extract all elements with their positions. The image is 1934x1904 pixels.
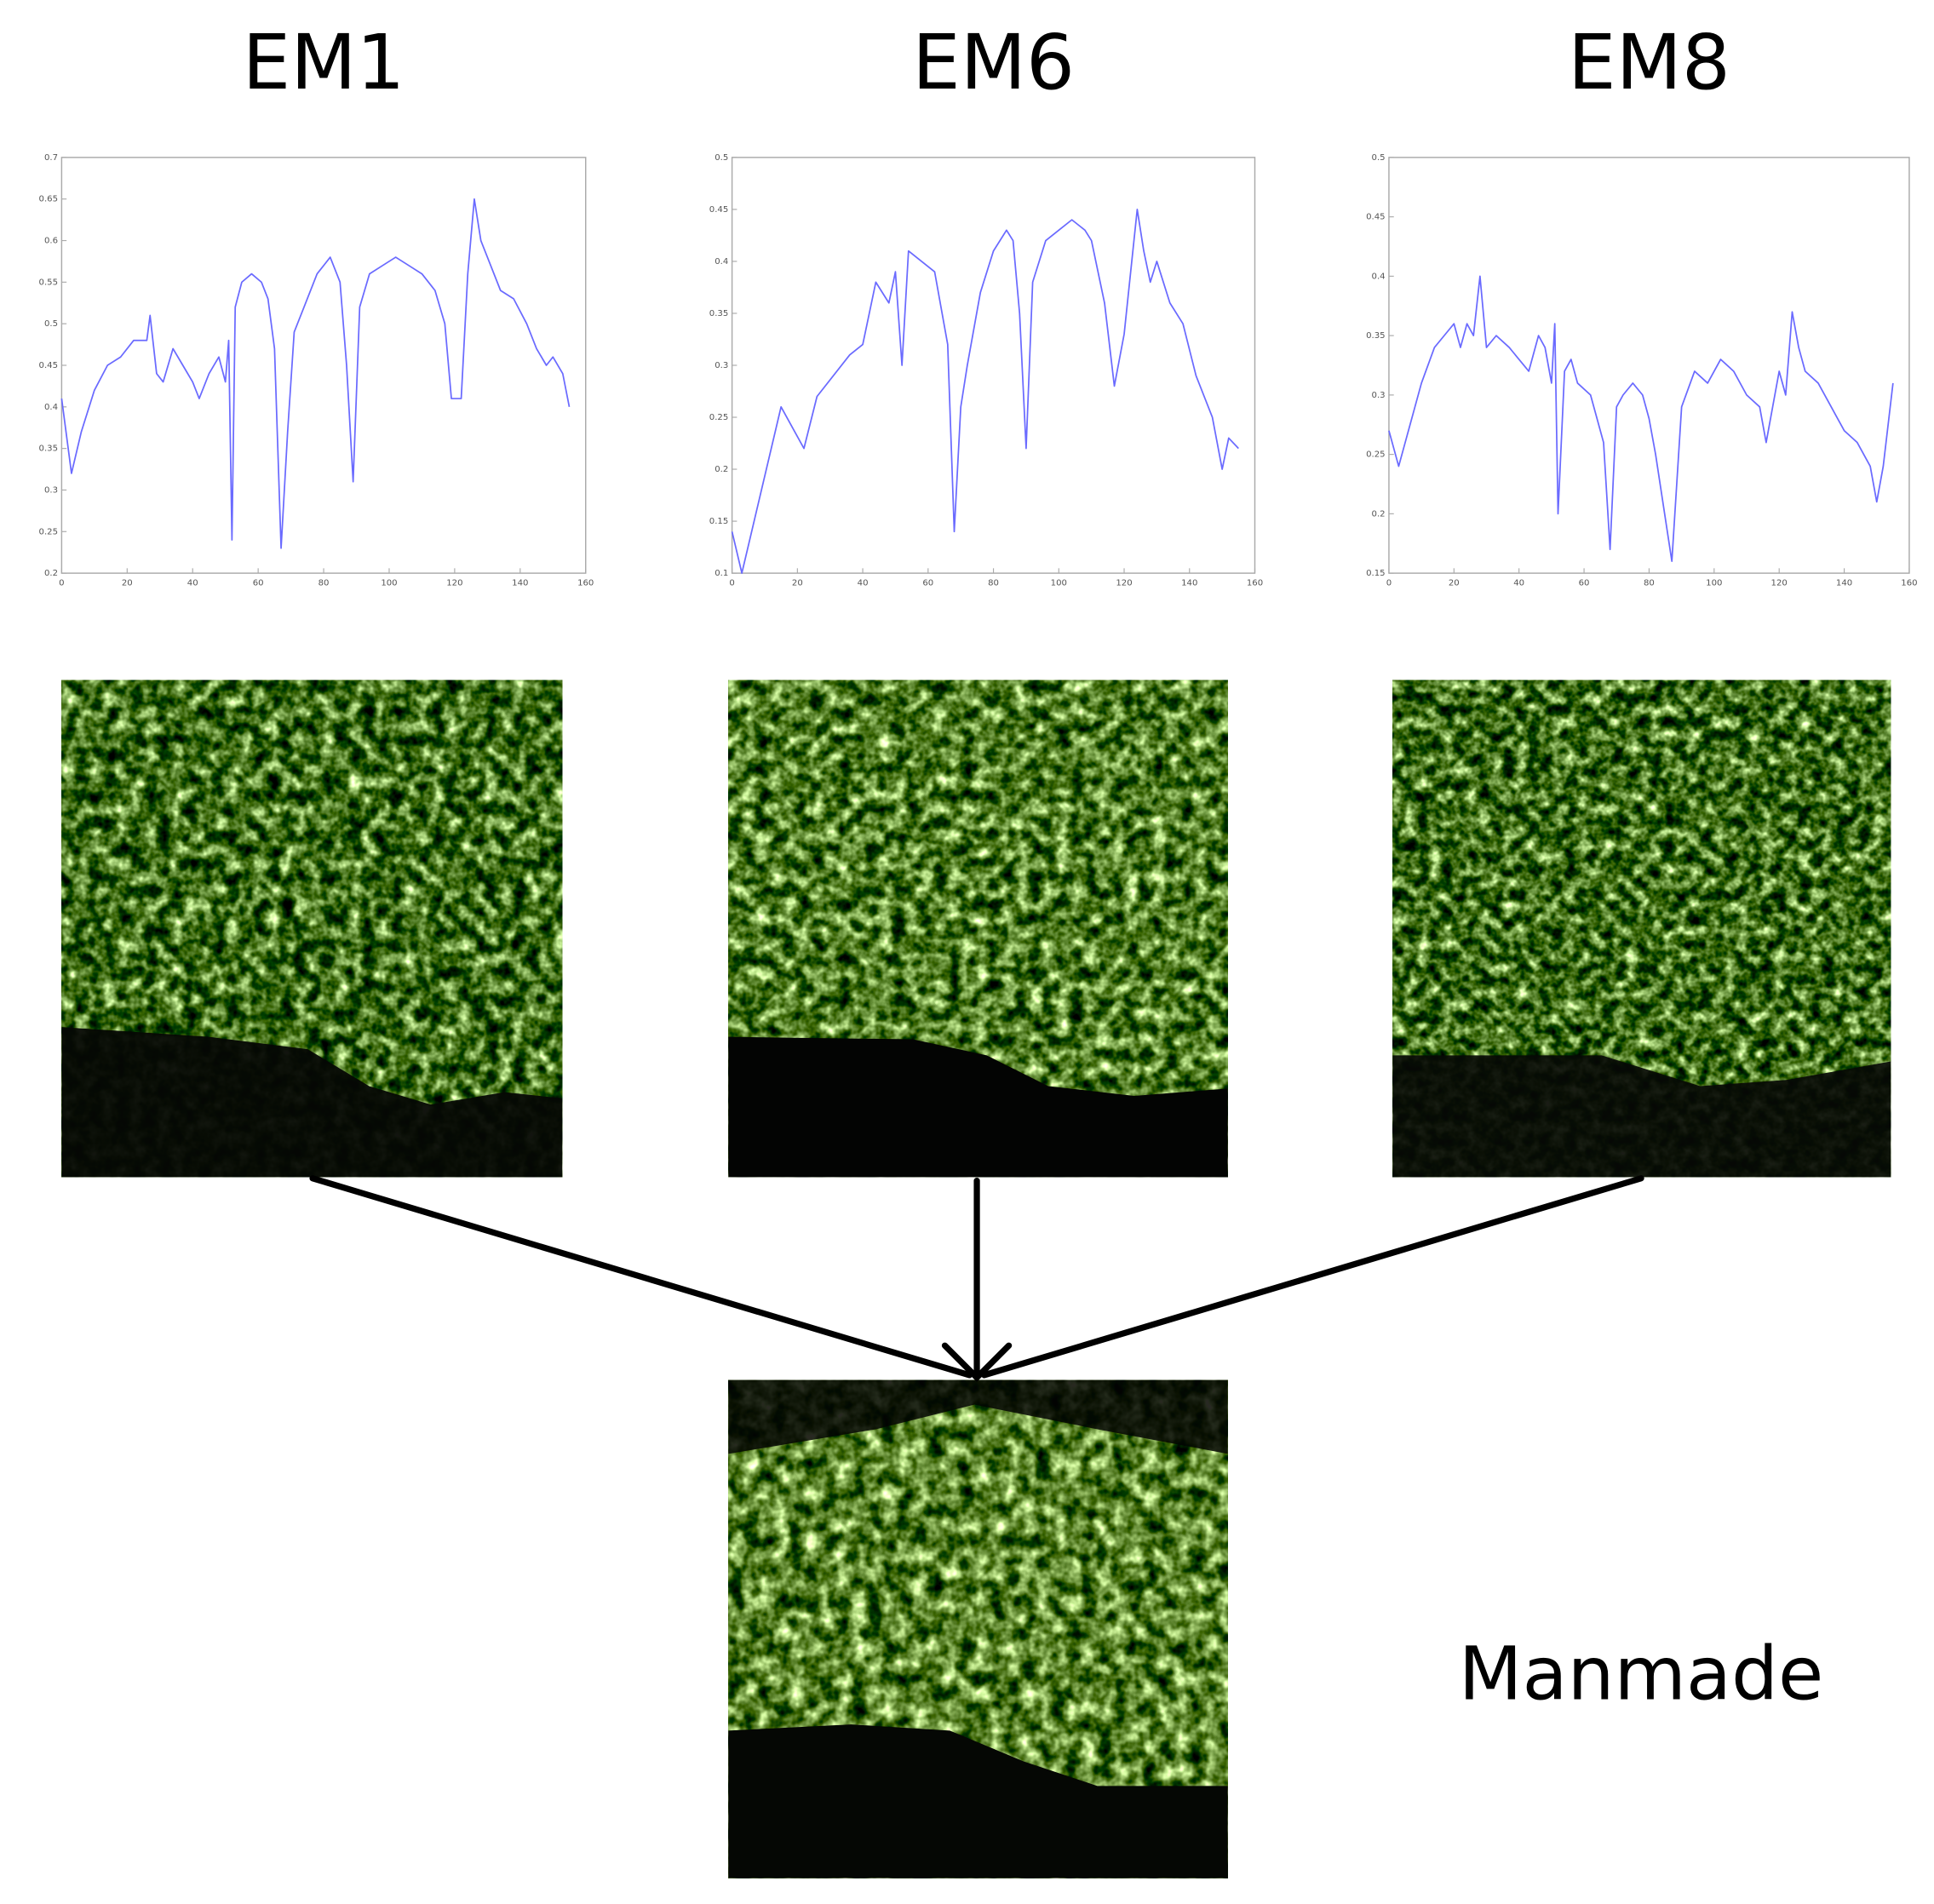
plot-frame [1388,157,1910,574]
arrowhead [941,1342,1013,1382]
x-tick-label: 60 [253,579,264,588]
y-tick-label: 0.4 [714,257,728,267]
arrow [981,1175,1644,1379]
y-tick-label: 0.3 [714,361,728,370]
x-tick-label: 20 [1449,579,1460,588]
arrow [309,1175,973,1379]
y-tick-label: 0.1 [714,569,728,578]
x-tick-label: 40 [858,579,869,588]
y-tick-label: 0.2 [714,465,728,474]
x-tick-label: 100 [1051,579,1067,588]
x-tick-label: 60 [922,579,933,588]
data-line [1388,275,1894,563]
data-line [731,209,1239,574]
y-tick-label: 0.25 [1366,450,1386,460]
plot-frame [731,157,1256,574]
y-tick-label: 0.4 [44,403,58,412]
y-tick-label: 0.35 [1366,331,1386,341]
y-tick-label: 0.3 [1372,391,1386,400]
y-tick-label: 0.7 [44,153,58,163]
x-tick-label: 60 [1579,579,1590,588]
x-tick-label: 80 [319,579,330,588]
x-tick-label: 40 [187,579,198,588]
line-chart: EM6 0.1 0.15 0.2 0.25 0.3 0.35 0.4 0.45 0.5 0 20 40 6… [709,19,1263,588]
y-tick-label: 0.35 [39,444,59,454]
x-tick-label: 100 [381,579,397,588]
y-tick-label: 0.3 [44,485,58,495]
plot-frame [60,157,587,574]
y-tick-label: 0.45 [1366,213,1386,222]
line-chart: EM8 0.15 0.2 0.25 0.3 0.35 0.4 0.45 0.5 0 20 40 60 80… [1366,19,1917,588]
x-tick-label: 80 [988,579,999,588]
y-tick-label: 0.45 [709,205,729,215]
x-tick-label: 120 [1771,579,1788,588]
x-tick-label: 140 [512,579,528,588]
x-tick-label: 40 [1513,579,1524,588]
abundance-map [61,680,563,1178]
y-tick-label: 0.5 [714,153,728,163]
result-label: Manmade [1459,1632,1824,1718]
y-tick-label: 0.2 [1372,509,1386,519]
x-tick-label: 100 [1706,579,1722,588]
y-tick-label: 0.2 [44,569,58,578]
x-tick-label: 0 [59,579,64,588]
abundance-map [1392,680,1891,1178]
y-tick-label: 0.55 [39,278,59,287]
y-tick-label: 0.65 [39,195,59,204]
y-tick-label: 0.15 [709,517,729,526]
y-tick-label: 0.25 [709,413,729,422]
y-tick-label: 0.15 [1366,569,1386,578]
x-tick-label: 20 [122,579,133,588]
x-tick-label: 120 [1116,579,1132,588]
x-tick-label: 160 [577,579,594,588]
y-tick-label: 0.5 [1372,153,1386,163]
chart-title: EM6 [912,19,1075,107]
abundance-map [728,1379,1228,1878]
x-tick-label: 140 [1836,579,1852,588]
y-tick-label: 0.4 [1372,272,1386,281]
x-tick-label: 140 [1181,579,1197,588]
y-tick-label: 0.45 [39,361,59,370]
y-tick-label: 0.35 [709,309,729,318]
y-tick-label: 0.5 [44,319,58,329]
data-line [60,198,571,549]
x-tick-label: 0 [729,579,734,588]
line-chart: EM1 0.2 0.25 0.3 0.35 0.4 0.45 0.5 0.55 0.6 0.65 0.… [39,19,594,588]
chart-title: EM8 [1568,19,1730,107]
x-tick-label: 120 [446,579,462,588]
y-tick-label: 0.25 [39,527,59,536]
x-tick-label: 80 [1644,579,1655,588]
abundance-map [728,680,1228,1178]
arrows [309,1175,1644,1382]
x-tick-label: 160 [1901,579,1917,588]
y-tick-label: 0.6 [44,237,58,246]
x-tick-label: 20 [792,579,803,588]
x-tick-label: 0 [1386,579,1392,588]
x-tick-label: 160 [1247,579,1263,588]
chart-title: EM1 [243,19,405,107]
